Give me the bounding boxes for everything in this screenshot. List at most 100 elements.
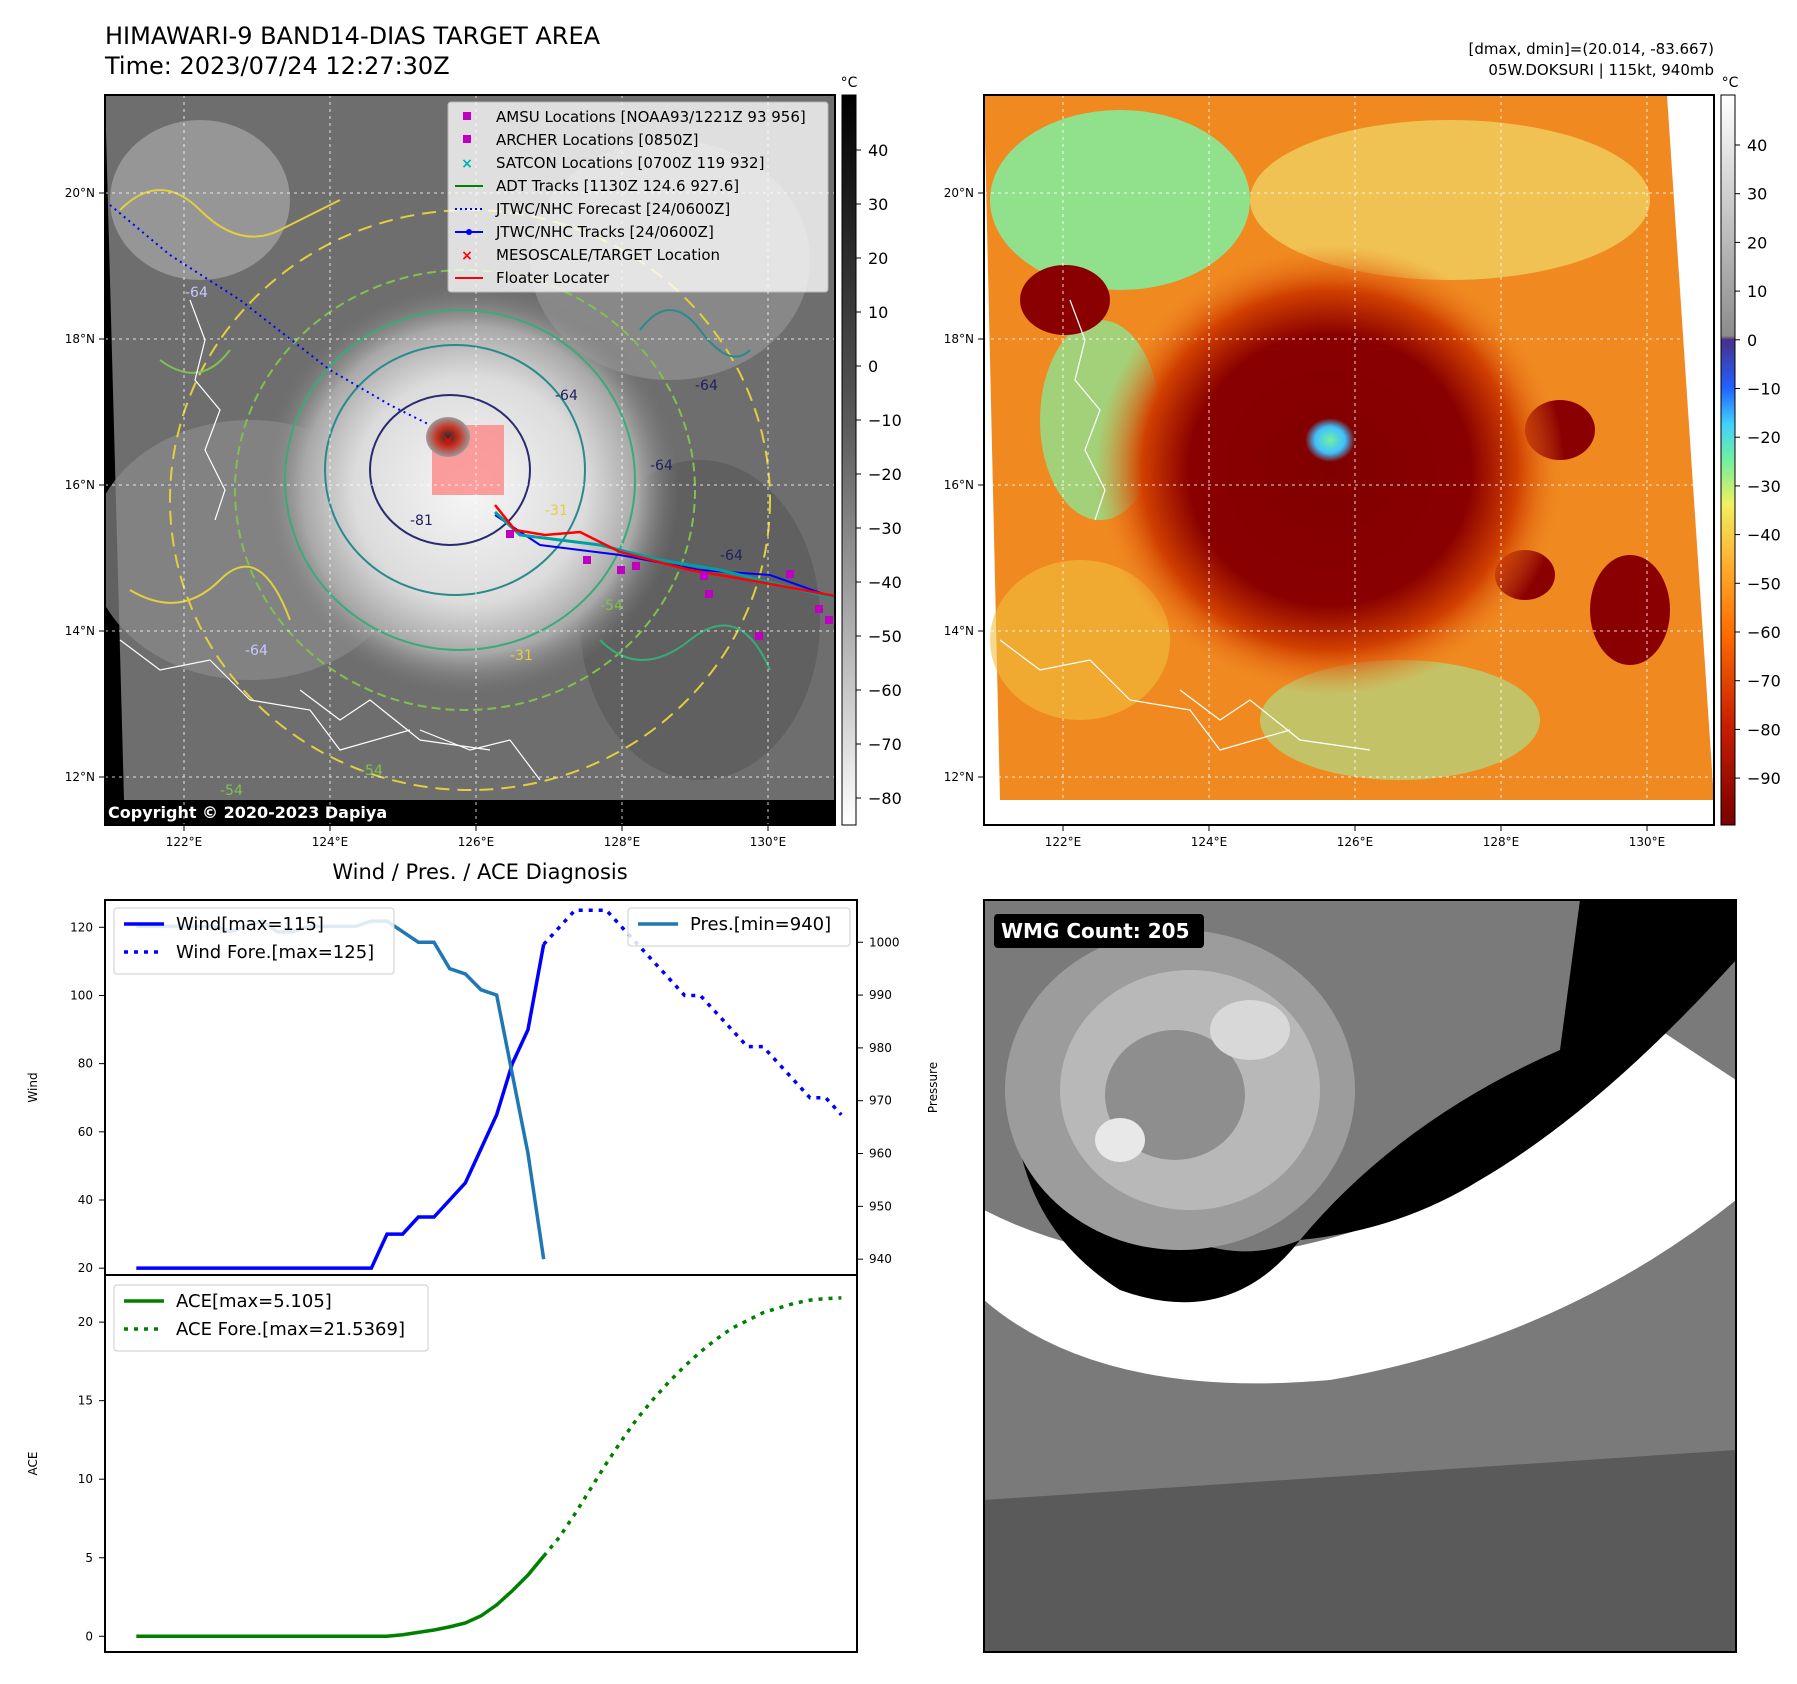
wmg-bright-patch [1095,1118,1145,1162]
colorbar-tick-label: 0 [1747,331,1757,350]
colorbar-tick-label: −60 [1747,623,1781,642]
map-lat-label: 14°N [944,624,974,638]
map-lon-label: 128°E [1483,835,1520,849]
colorbar-tick-label: −30 [868,519,902,538]
ir-map-frame [104,94,836,826]
contour-label: -64 [720,548,743,564]
colorbar-tick-label: −50 [868,627,902,646]
contour-label: -54 [360,763,383,779]
wmg-frame [983,899,1737,1653]
figure-title: HIMAWARI-9 BAND14-DIAS TARGET AREA [105,22,601,50]
colorbar-tick-label: 40 [868,141,888,160]
chart-legend-label: Wind Fore.[max=125] [176,942,374,963]
legend-marker [463,135,471,143]
ace-chart: 0 5 10 15 20 ACE ACE[max=5.105] ACE Fore.[max=2… [26,1274,858,1653]
y-tick-label: 20 [78,1315,93,1329]
contour-label: -31 [545,503,568,519]
y-tick-label: 0 [85,1629,93,1643]
map-lat-label: 16°N [65,478,95,492]
legend-marker-dot [466,229,472,235]
colorbar-tick-label: −20 [868,465,902,484]
legend-item: × SATCON Locations [0700Z 119 932] [461,154,764,172]
chart-legend-box [627,907,851,947]
map-lon-label: 122°E [166,835,203,849]
map-axis-labels: 122°E 124°E 126°E 128°E 130°E 20°N 18°N 16°N 14°… [65,186,1666,849]
contour-label: -64 [245,643,268,659]
legend-label: JTWC/NHC Tracks [24/0600Z] [495,223,714,241]
colorbar-tick-label: 20 [1747,233,1767,252]
legend-item: × MESOSCALE/TARGET Location [461,246,720,264]
contour-label: -64 [555,388,578,404]
y-tick-label: 80 [78,1057,93,1071]
contour-label: -81 [410,513,433,529]
y-tick-label: 120 [70,920,93,934]
colorbar-tick-label: −40 [868,573,902,592]
wmg-dark-band [984,1450,1736,1652]
legend-item: AMSU Locations [NOAA93/1221Z 93 956] [463,108,806,126]
chart-legend-label: Pres.[min=940] [690,914,831,935]
y-tick-label: 10 [78,1472,93,1486]
chart-frame [104,899,858,1276]
wmg-count-box [994,914,1204,948]
contour-label: -64 [650,458,673,474]
map-lat-label: 14°N [65,624,95,638]
coastlines [119,299,541,781]
chart-legend-box [113,1284,429,1352]
contour-label: -54 [600,598,623,614]
storm-cold-core [1095,245,1565,695]
ir-colorbar: °C 40 30 20 10 0 −10 −20 −30 −40 −50 −60 −70 −80 [841,75,902,826]
colorbar-tick-label: 40 [1747,136,1767,155]
chart-legend-box [113,907,395,975]
map-lat-label: 12°N [65,770,95,784]
chart-legend-label: Wind[max=115] [176,914,324,935]
legend-label: ADT Tracks [1130Z 124.6 927.6] [496,177,739,195]
colorbar-tick-label: 20 [868,249,888,268]
map-lat-label: 18°N [65,332,95,346]
colorbar-tick-label: −70 [1747,672,1781,691]
legend-marker: × [461,248,473,264]
y2-tick-label: 1000 [869,935,900,949]
map-lat-label: 20°N [944,186,974,200]
storm-eye-color [1305,418,1355,462]
map-lon-label: 128°E [604,835,641,849]
legend-item: ARCHER Locations [0850Z] [463,131,699,149]
y-tick-label: 100 [70,988,93,1002]
colorbar-tick-label: −30 [1747,477,1781,496]
map-lon-label: 122°E [1045,835,1082,849]
colorbar-tick-label: 30 [868,195,888,214]
y2-axis-label: Pressure [926,1062,940,1113]
legend-item: JTWC/NHC Tracks [24/0600Z] [455,223,714,241]
colorbar-tick-label: −60 [868,681,902,700]
contour-label: -54 [220,783,243,799]
y2-tick-label: 940 [869,1252,892,1266]
y-axis-label: ACE [26,1452,40,1476]
map-lat-label: 20°N [65,186,95,200]
color-colorbar-gradient [1720,94,1736,826]
colorbar-tick-label: −40 [1747,526,1781,545]
dmax-dmin-label: [dmax, dmin]=(20.014, -83.667) [1469,40,1714,58]
colorbar-tick-label: −10 [1747,380,1781,399]
wmg-black-ring-inner [1020,1120,1300,1303]
y-tick-label: 60 [78,1125,93,1139]
ir-colorbar-unit: °C [841,75,858,91]
map-lon-label: 130°E [750,835,787,849]
wind-pressure-chart: 20 40 60 80 100 120 940 950 960 970 980 990 1000 Wind… [26,899,940,1276]
legend-label: MESOSCALE/TARGET Location [496,246,720,264]
color-map-frame [983,94,1715,826]
map-lon-label: 130°E [1629,835,1666,849]
legend-marker [463,112,471,120]
wmg-bright-patch [1210,1000,1290,1060]
series-line [542,908,843,1116]
legend-label: ARCHER Locations [0850Z] [496,131,699,149]
chart-legend-label: ACE Fore.[max=21.5369] [176,1319,405,1340]
map-lon-label: 126°E [458,835,495,849]
colorbar-tick-label: −90 [1747,769,1781,788]
colorbar-tick-label: −20 [1747,428,1781,447]
chart-legend-label: ACE[max=5.105] [176,1291,332,1312]
satcon-track [493,510,835,600]
y-tick-label: 40 [78,1193,93,1207]
colorbar-tick-label: 10 [1747,282,1767,301]
legend-item: ADT Tracks [1130Z 124.6 927.6] [455,177,739,195]
track-legend: AMSU Locations [NOAA93/1221Z 93 956] ARCH… [447,101,829,293]
